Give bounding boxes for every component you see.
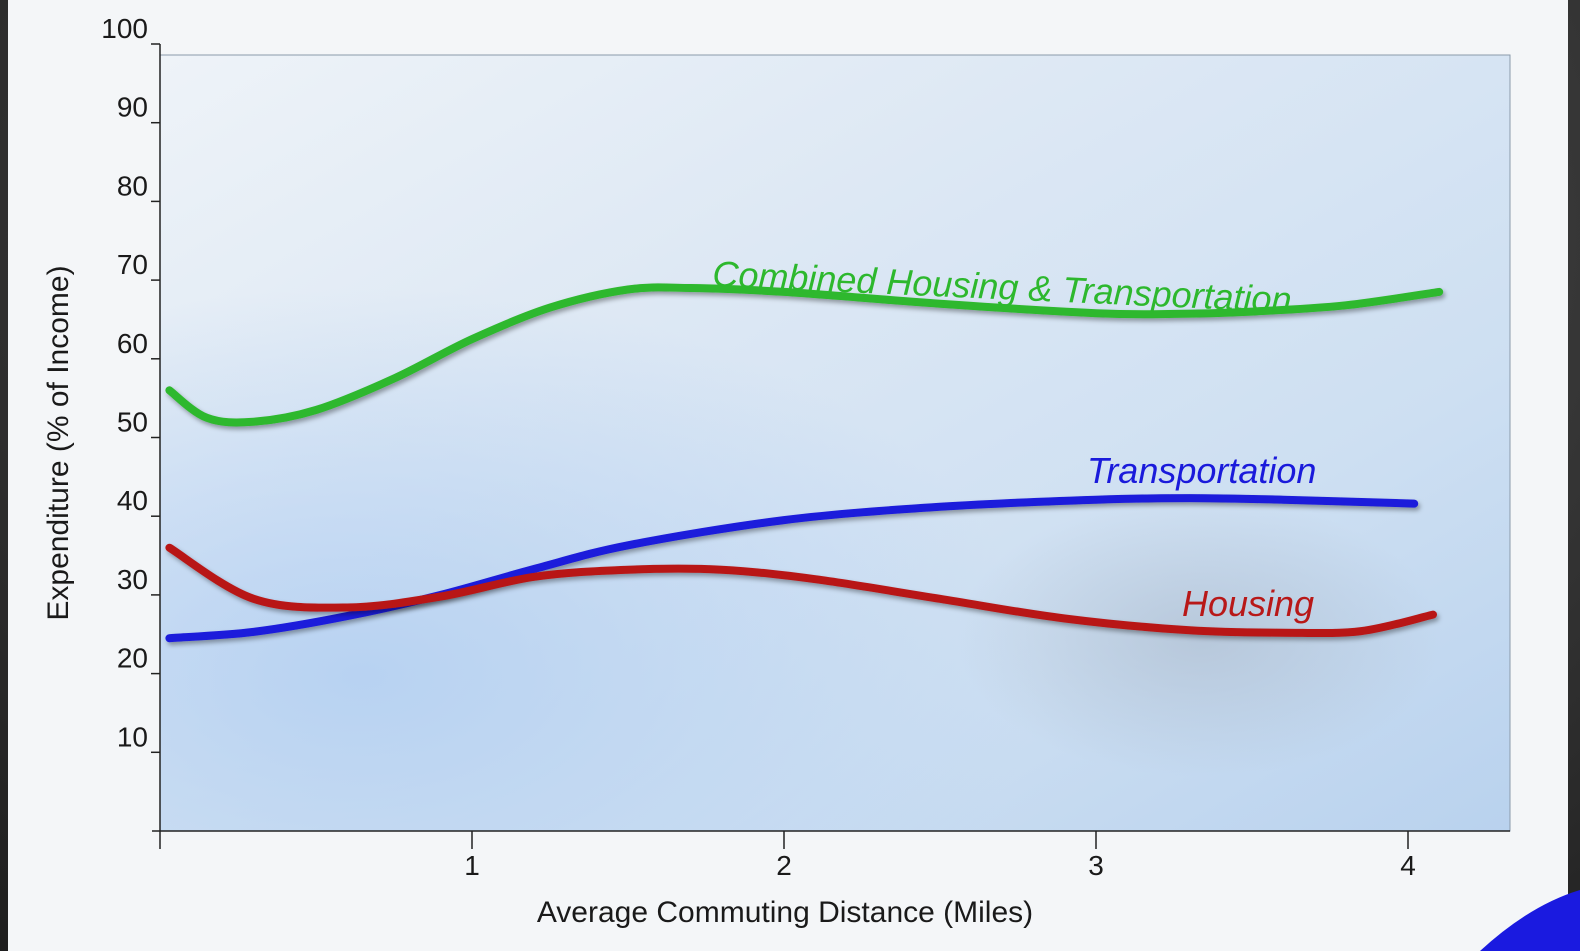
y-tick-label: 20 xyxy=(117,643,148,674)
series-line-housing xyxy=(165,543,1437,638)
series-line-combined-housing-transportation xyxy=(165,283,1444,427)
y-tick-label: 90 xyxy=(117,92,148,123)
y-tick-label: 50 xyxy=(117,407,148,438)
series-label-transportation: Transportation xyxy=(1087,450,1316,491)
y-tick-label: 60 xyxy=(117,328,148,359)
x-tick-label: 3 xyxy=(1088,850,1104,881)
x-tick-label: 1 xyxy=(464,850,480,881)
plot-shade xyxy=(160,55,1510,831)
series-lines xyxy=(165,283,1444,643)
y-tick-label: 70 xyxy=(117,249,148,280)
axes: 10 20 30 40 50 60 70 80 90 100 1 2 3 4 xyxy=(101,13,1510,881)
series-label-housing: Housing xyxy=(1182,583,1314,624)
y-tick-label: 30 xyxy=(117,564,148,595)
y-tick-label: 100 xyxy=(101,13,148,44)
x-axis-title: Average Commuting Distance (Miles) xyxy=(537,896,1033,929)
x-tick-label: 4 xyxy=(1400,850,1416,881)
y-tick-label: 80 xyxy=(117,170,148,201)
series-line-transportation xyxy=(165,494,1419,643)
y-tick-label: 10 xyxy=(117,721,148,752)
x-tick-label: 2 xyxy=(776,850,792,881)
corner-decoration xyxy=(1480,890,1580,951)
y-axis-title: Expenditure (% of Income) xyxy=(42,265,75,620)
y-tick-label: 40 xyxy=(117,485,148,516)
